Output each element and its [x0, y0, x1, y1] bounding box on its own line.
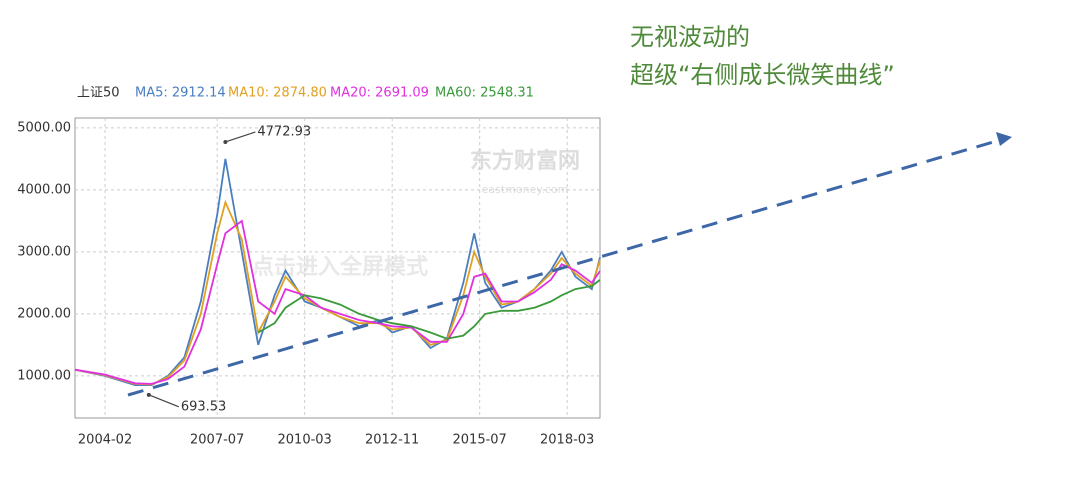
headline: 超级“右侧成长微笑曲线”	[630, 61, 895, 89]
ma-line	[74, 199, 601, 386]
legend-entry: MA20: 2691.09	[330, 86, 429, 101]
annotation-point	[146, 392, 151, 397]
y-tick-label: 5000.00	[17, 120, 71, 135]
x-tick-label: 2004-02	[78, 433, 132, 448]
y-tick-label: 4000.00	[17, 182, 71, 197]
headline: 无视波动的	[630, 23, 750, 51]
y-tick-label: 2000.00	[17, 306, 71, 321]
x-tick-label: 2007-07	[190, 433, 244, 448]
x-tick-label: 2010-03	[278, 433, 332, 448]
legend-entry: MA60: 2548.31	[435, 86, 534, 101]
annotation-arrow	[148, 394, 180, 408]
annotation-label: 693.53	[181, 399, 227, 414]
legend-entry: MA5: 2912.14	[135, 86, 226, 101]
trend-arrow-head	[996, 132, 1012, 146]
y-tick-label: 3000.00	[17, 244, 71, 259]
legend-entry: MA10: 2874.80	[228, 86, 327, 101]
x-tick-label: 2012-11	[365, 433, 419, 448]
watermark: 东方财富网	[470, 148, 580, 174]
annotation-label: 4772.93	[257, 124, 311, 139]
annotation-point	[223, 139, 228, 144]
index-name: 上证50	[77, 86, 120, 101]
trend-arrow	[127, 138, 1001, 397]
watermark: 点击进入全屏模式	[252, 254, 428, 280]
ma-line	[74, 219, 601, 385]
plot-area	[74, 117, 601, 419]
x-tick-label: 2018-03	[540, 433, 594, 448]
annotation-arrow	[225, 131, 256, 143]
x-tick-label: 2015-07	[453, 433, 507, 448]
y-tick-label: 1000.00	[17, 368, 71, 383]
ma-line	[257, 279, 601, 340]
